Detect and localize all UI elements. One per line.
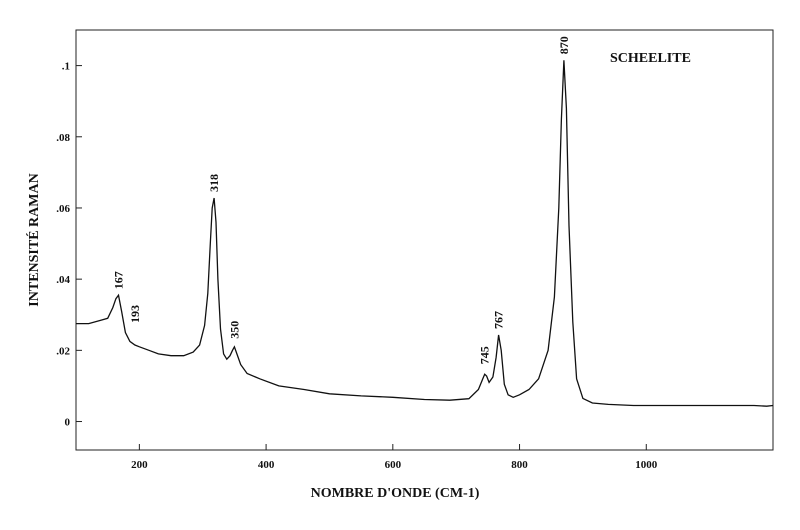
y-tick-label: .04	[56, 274, 70, 286]
peak-labels: 167 193 318 350 745 767 870	[112, 36, 571, 364]
peak-label: 318	[207, 174, 221, 192]
spectrum-series-line	[76, 60, 774, 407]
chart-title: SCHEELITE	[610, 51, 691, 66]
peak-label: 350	[227, 321, 241, 339]
peak-label: 767	[492, 311, 506, 329]
peak-label: 193	[128, 305, 142, 323]
peak-label: 870	[557, 36, 571, 54]
plot-frame	[75, 29, 774, 451]
peak-label: 745	[478, 346, 492, 364]
y-tick-label: .06	[56, 203, 70, 215]
x-tick-label: 1000	[635, 459, 658, 471]
y-tick-label: .08	[56, 132, 70, 144]
x-tick-label: 200	[131, 459, 148, 471]
y-axis-title: INTENSITÉ RAMAN	[25, 173, 42, 306]
x-tick-label: 400	[258, 459, 275, 471]
axis-tick-labels: 200 400 600 800 1000 0 .02 .04 .06 .08 .1	[56, 61, 658, 471]
x-tick-label: 800	[511, 459, 528, 471]
x-axis-title: NOMBRE D'ONDE (CM-1)	[311, 486, 480, 501]
y-tick-label: .02	[56, 345, 70, 357]
y-tick-label: .1	[62, 61, 70, 73]
peak-label: 167	[112, 271, 126, 289]
x-tick-label: 600	[385, 459, 402, 471]
y-tick-label: 0	[65, 417, 71, 429]
axis-ticks	[76, 65, 647, 450]
